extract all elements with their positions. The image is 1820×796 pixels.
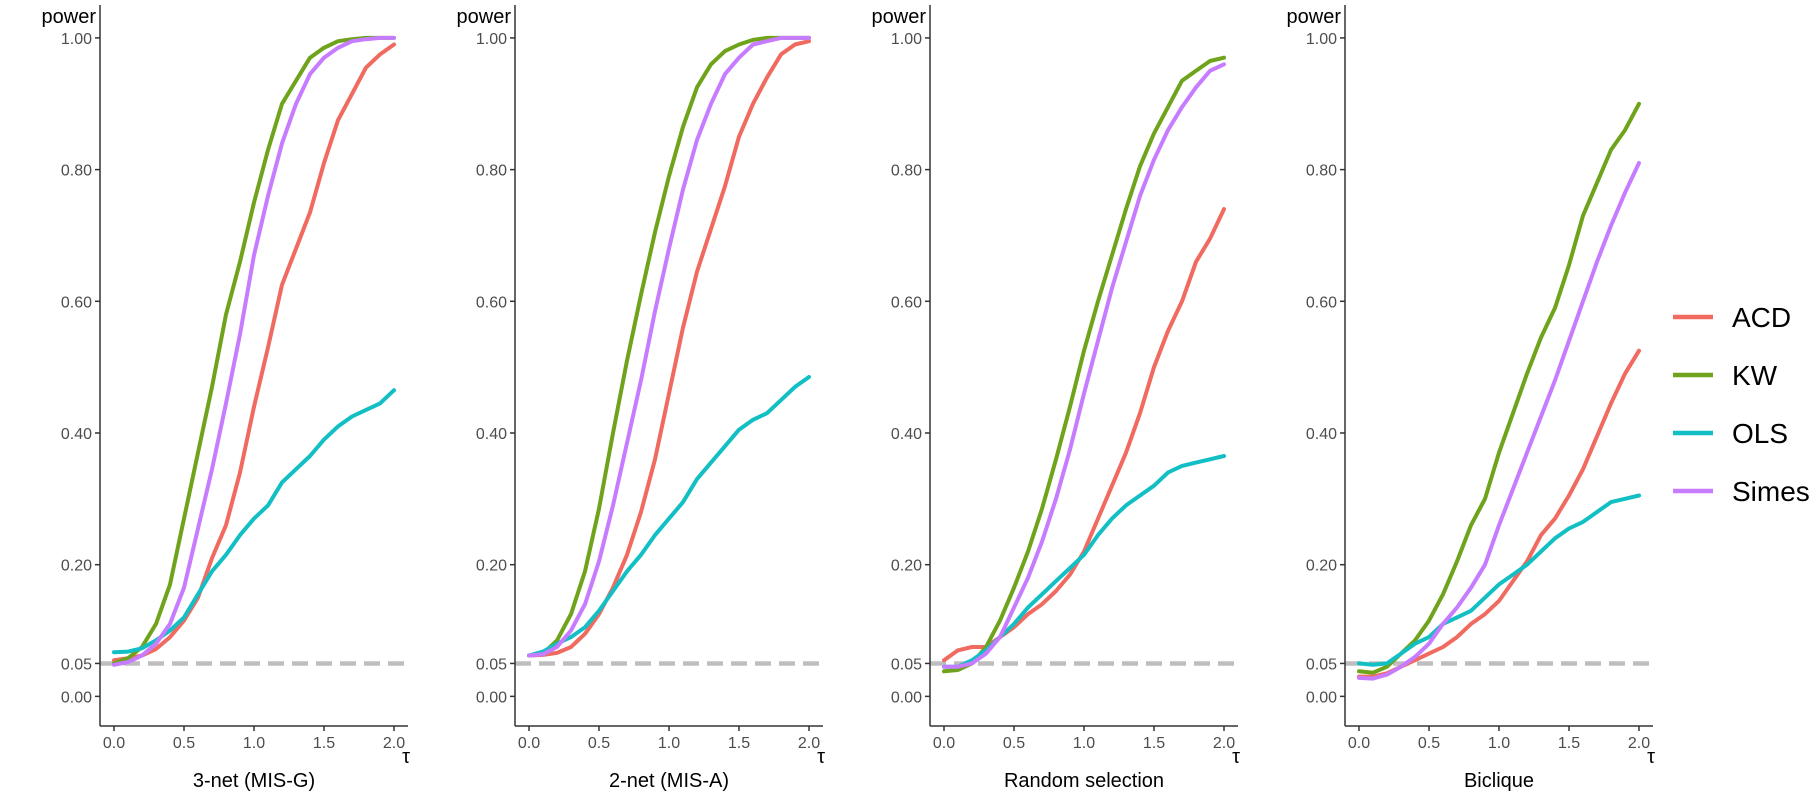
x-tick-label: 1.0 <box>243 735 265 752</box>
y-tick-label: 0.40 <box>891 426 922 443</box>
y-tick-label: 0.40 <box>1306 426 1337 443</box>
series-line-simes <box>527 35 811 658</box>
legend-item-simes: Simes <box>1673 476 1810 507</box>
x-axis-label: τ <box>1647 746 1655 768</box>
y-tick-label: 0.20 <box>476 558 507 575</box>
panel-title: 3-net (MIS-G) <box>193 770 315 792</box>
x-tick-label: 2.0 <box>383 735 405 752</box>
series-line-simes <box>1357 161 1641 681</box>
x-tick-label: 0.0 <box>518 735 540 752</box>
y-tick-label: 1.00 <box>891 31 922 48</box>
y-tick-label: 0.05 <box>891 656 922 673</box>
x-tick-label: 1.5 <box>313 735 335 752</box>
x-axis-label: τ <box>817 746 825 768</box>
legend-label: Simes <box>1732 476 1810 507</box>
y-axis-label: power <box>1287 6 1342 28</box>
series-line-simes <box>942 62 1226 669</box>
x-tick-label: 0.0 <box>103 735 125 752</box>
y-tick-label: 0.00 <box>476 689 507 706</box>
legend-item-kw: KW <box>1673 360 1778 391</box>
y-tick-label: 0.40 <box>61 426 92 443</box>
y-tick-label: 0.20 <box>891 558 922 575</box>
legend-item-ols: OLS <box>1673 418 1788 449</box>
y-tick-label: 1.00 <box>1306 31 1337 48</box>
x-tick-label: 1.5 <box>1143 735 1165 752</box>
series-line-simes <box>112 35 396 667</box>
y-tick-label: 0.80 <box>476 163 507 180</box>
y-tick-label: 0.05 <box>61 656 92 673</box>
y-tick-label: 0.80 <box>1306 163 1337 180</box>
legend-item-acd: ACD <box>1673 302 1791 333</box>
x-tick-label: 0.0 <box>1348 735 1370 752</box>
panels: 0.00 0.05 0.20 0.40 0.60 0.80 1.00 0.0 0.5 1.0 1.5… <box>42 5 1655 792</box>
legend: ACD KW OLS Simes <box>1673 302 1810 507</box>
y-tick-label: 0.80 <box>61 163 92 180</box>
x-tick-label: 0.0 <box>933 735 955 752</box>
y-tick-label: 0.05 <box>1306 656 1337 673</box>
panel-4: 0.00 0.05 0.20 0.40 0.60 0.80 1.00 0.0 0.5 1.0 1.5… <box>1287 5 1655 792</box>
panel-2: 0.00 0.05 0.20 0.40 0.60 0.80 1.00 0.0 0.5 1.0 1.5… <box>457 5 825 792</box>
y-axis-label: power <box>42 6 97 28</box>
series-line-kw <box>527 35 811 658</box>
x-tick-label: 1.5 <box>728 735 750 752</box>
panel-3: 0.00 0.05 0.20 0.40 0.60 0.80 1.00 0.0 0.5 1.0 1.5… <box>872 5 1240 792</box>
legend-label: ACD <box>1732 302 1791 333</box>
y-tick-label: 0.00 <box>61 689 92 706</box>
x-axis-label: τ <box>402 746 410 768</box>
x-tick-label: 2.0 <box>798 735 820 752</box>
x-axis-label: τ <box>1232 746 1240 768</box>
series-line-kw <box>112 35 396 666</box>
series-line-kw <box>942 55 1226 674</box>
panel-title: Random selection <box>1004 770 1164 792</box>
y-tick-label: 0.05 <box>476 656 507 673</box>
y-tick-label: 0.20 <box>61 558 92 575</box>
y-tick-label: 0.00 <box>891 689 922 706</box>
y-axis-label: power <box>457 6 512 28</box>
legend-label: KW <box>1732 360 1778 391</box>
x-tick-label: 2.0 <box>1213 735 1235 752</box>
y-tick-label: 1.00 <box>61 31 92 48</box>
x-tick-label: 0.5 <box>1418 735 1440 752</box>
y-tick-label: 0.20 <box>1306 558 1337 575</box>
y-tick-label: 0.60 <box>891 294 922 311</box>
x-tick-label: 0.5 <box>588 735 610 752</box>
y-tick-label: 0.80 <box>891 163 922 180</box>
series-line-acd <box>527 39 811 658</box>
y-tick-label: 0.40 <box>476 426 507 443</box>
y-axis-label: power <box>872 6 927 28</box>
y-tick-label: 0.60 <box>1306 294 1337 311</box>
y-tick-label: 0.60 <box>476 294 507 311</box>
series-line-ols <box>1357 493 1641 667</box>
series-line-acd <box>112 42 396 663</box>
x-tick-label: 1.0 <box>1488 735 1510 752</box>
x-tick-label: 0.5 <box>1003 735 1025 752</box>
y-tick-label: 0.00 <box>1306 689 1337 706</box>
panel-title: 2-net (MIS-A) <box>609 770 729 792</box>
x-tick-label: 2.0 <box>1628 735 1650 752</box>
x-tick-label: 0.5 <box>173 735 195 752</box>
series-line-ols <box>527 375 811 658</box>
panel-1: 0.00 0.05 0.20 0.40 0.60 0.80 1.00 0.0 0.5 1.0 1.5… <box>42 5 410 792</box>
y-tick-label: 1.00 <box>476 31 507 48</box>
x-tick-label: 1.0 <box>1073 735 1095 752</box>
panel-title: Biclique <box>1464 770 1534 792</box>
legend-label: OLS <box>1732 418 1788 449</box>
y-tick-label: 0.60 <box>61 294 92 311</box>
x-tick-label: 1.5 <box>1558 735 1580 752</box>
x-tick-label: 1.0 <box>658 735 680 752</box>
